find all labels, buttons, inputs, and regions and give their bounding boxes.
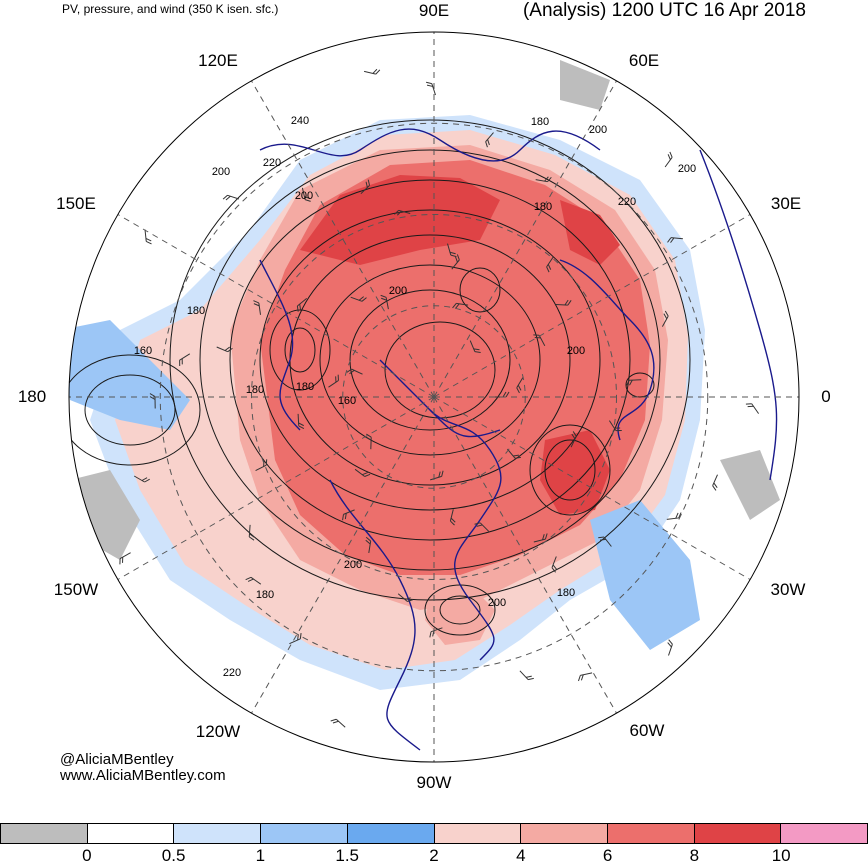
longitude-label: 150E [56,194,96,214]
longitude-label: 60E [629,51,659,71]
contour-label: 180 [296,381,314,393]
contour-label: 160 [338,395,356,407]
contour-label: 200 [678,163,696,175]
contour-label: 200 [488,597,506,609]
colorbar-swatch [780,823,868,844]
contour-label: 180 [246,384,264,396]
contour-label: 200 [295,190,313,202]
colorbar-swatch [260,823,348,844]
contour-label: 220 [263,157,281,169]
contour-label: 200 [567,345,585,357]
contour-label: 220 [223,667,241,679]
colorbar-swatch [607,823,695,844]
colorbar-swatch [694,823,782,844]
colorbar-swatch [347,823,435,844]
colorbar-tick-label: 6 [603,846,612,866]
credit-handle: @AliciaMBentley [60,751,174,768]
colorbar-tick-label: 0.5 [162,846,186,866]
contour-label: 220 [618,196,636,208]
colorbar-tick-label: 2 [429,846,438,866]
longitude-label: 120W [196,722,240,742]
colorbar-swatch [434,823,522,844]
contour-label: 180 [531,116,549,128]
longitude-label: 120E [198,51,238,71]
valid-time-title: (Analysis) 1200 UTC 16 Apr 2018 [523,0,806,22]
longitude-label: 60W [630,721,665,741]
longitude-label: 0 [821,387,830,407]
contour-label: 180 [534,201,552,213]
credit-website: www.AliciaMBentley.com [60,767,226,784]
contour-label: 160 [134,345,152,357]
longitude-label: 30W [771,580,806,600]
colorbar-swatch [87,823,175,844]
colorbar-swatch [0,823,88,844]
colorbar-tick-label: 1 [256,846,265,866]
longitude-label: 90W [417,773,452,793]
contour-label: 200 [212,166,230,178]
colorbar-tick-label: 4 [516,846,525,866]
pv-colorbar [0,823,868,844]
contour-label: 180 [187,305,205,317]
map-title: PV, pressure, and wind (350 K isen. sfc.… [62,2,278,16]
contour-label: 200 [344,559,362,571]
colorbar-tick-label: 8 [690,846,699,866]
colorbar-swatch [520,823,608,844]
contour-label: 240 [291,115,309,127]
colorbar-tick-label: 10 [772,846,791,866]
longitude-label: 30E [771,194,801,214]
contour-label: 180 [557,587,575,599]
longitude-label: 90E [419,1,449,21]
contour-label: 180 [256,589,274,601]
longitude-label: 150W [54,580,98,600]
colorbar-tick-label: 0 [82,846,91,866]
colorbar-swatch [173,823,261,844]
colorbar-ticks: 0 0.5 1 1.5 2 4 6 8 10 [0,846,868,865]
colorbar-tick-label: 1.5 [335,846,359,866]
contour-label: 200 [589,124,607,136]
contour-label: 200 [389,285,407,297]
longitude-label: 180 [18,387,46,407]
